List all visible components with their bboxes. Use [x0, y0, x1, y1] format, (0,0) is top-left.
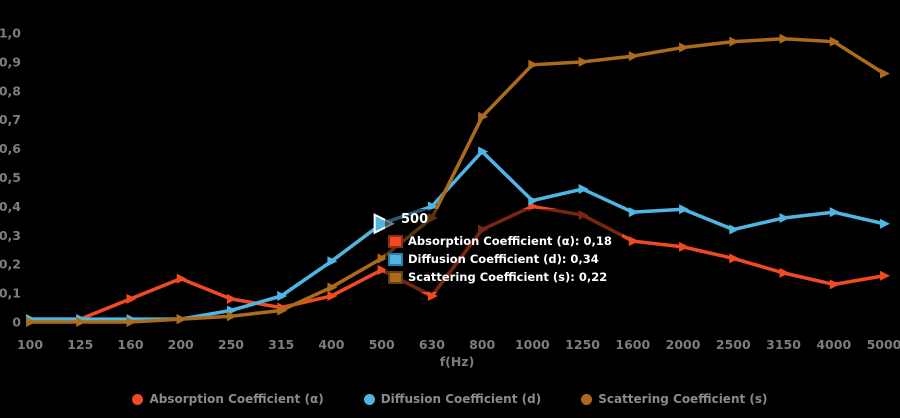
data-point-scattering-2000[interactable]: [679, 42, 690, 53]
data-point-scattering-200[interactable]: [176, 314, 187, 325]
legend-item-scattering[interactable]: Scattering Coefficient (s): [581, 392, 768, 406]
data-point-diffusion-3150[interactable]: [779, 212, 790, 223]
x-tick-label: 400: [318, 337, 344, 352]
data-point-absorption-4000[interactable]: [829, 279, 840, 290]
data-point-scattering-1000[interactable]: [528, 59, 539, 70]
y-tick-label: 0,2: [0, 257, 21, 272]
data-point-diffusion-800[interactable]: [478, 146, 489, 157]
data-point-absorption-400[interactable]: [327, 290, 338, 301]
data-point-diffusion-1000[interactable]: [528, 195, 539, 206]
x-tick-label: 5000: [867, 337, 900, 352]
x-tick-label: 2500: [716, 337, 751, 352]
data-point-diffusion-2000[interactable]: [679, 204, 690, 215]
y-tick-label: 0,6: [0, 141, 21, 156]
x-tick-label: 500: [369, 337, 395, 352]
data-point-scattering-400[interactable]: [327, 282, 338, 293]
y-tick-label: 0,8: [0, 83, 21, 98]
x-tick-label: 125: [67, 337, 93, 352]
data-point-scattering-250[interactable]: [226, 311, 237, 322]
data-point-absorption-1600[interactable]: [628, 236, 639, 247]
diffusion-dot-icon: [363, 393, 375, 405]
data-point-absorption-5000[interactable]: [879, 270, 890, 281]
x-tick-label: 2000: [666, 337, 701, 352]
legend: Absorption Coefficient (α) Diffusion Coe…: [0, 392, 900, 406]
data-point-scattering-1600[interactable]: [628, 51, 639, 62]
tooltip-row-diffusion: Diffusion Coefficient (d): 0,34: [388, 252, 612, 266]
data-point-absorption-3150[interactable]: [779, 267, 790, 278]
data-point-scattering-500[interactable]: [377, 253, 388, 264]
y-tick-label: 0,3: [0, 228, 21, 243]
tooltip-absorption-text: Absorption Coefficient (α): 0,18: [408, 234, 612, 248]
data-point-absorption-250[interactable]: [226, 293, 237, 304]
data-point-scattering-1250[interactable]: [578, 56, 589, 67]
legend-item-diffusion[interactable]: Diffusion Coefficient (d): [363, 392, 542, 406]
tooltip-row-scattering: Scattering Coefficient (s): 0,22: [388, 270, 612, 284]
legend-item-absorption[interactable]: Absorption Coefficient (α): [132, 392, 324, 406]
x-axis-title: f(Hz): [440, 354, 475, 369]
data-point-scattering-100[interactable]: [26, 317, 36, 327]
data-point-absorption-160[interactable]: [126, 293, 137, 304]
data-point-scattering-800[interactable]: [478, 111, 489, 122]
x-tick-label: 315: [268, 337, 294, 352]
data-point-scattering-3150[interactable]: [779, 33, 790, 44]
data-point-diffusion-1600[interactable]: [628, 207, 639, 218]
data-point-scattering-4000[interactable]: [829, 36, 840, 47]
x-tick-label: 100: [17, 337, 43, 352]
data-point-scattering-2500[interactable]: [729, 36, 740, 47]
x-tick-label: 4000: [816, 337, 851, 352]
data-point-absorption-500[interactable]: [377, 264, 388, 275]
data-point-diffusion-2500[interactable]: [729, 224, 740, 235]
y-tick-label: 0,7: [0, 112, 21, 127]
y-tick-label: 0,4: [0, 199, 21, 214]
data-point-absorption-2500[interactable]: [729, 253, 740, 264]
data-point-diffusion-5000[interactable]: [879, 218, 890, 229]
scattering-swatch-icon: [388, 270, 403, 284]
x-tick-label: 200: [168, 337, 194, 352]
tooltip-row-absorption: Absorption Coefficient (α): 0,18: [388, 234, 612, 248]
data-point-diffusion-1250[interactable]: [578, 184, 589, 195]
scattering-line: [30, 37, 885, 324]
y-tick-label: 0,5: [0, 170, 21, 185]
data-point-absorption-2000[interactable]: [679, 241, 690, 252]
data-point-scattering-125[interactable]: [76, 317, 87, 327]
tooltip-diffusion-text: Diffusion Coefficient (d): 0,34: [408, 252, 599, 266]
data-point-diffusion-4000[interactable]: [829, 207, 840, 218]
x-tick-label: 800: [469, 337, 495, 352]
y-tick-label: 1,0: [0, 26, 21, 41]
legend-label-absorption: Absorption Coefficient (α): [149, 392, 324, 406]
y-tick-label: 0: [12, 315, 21, 330]
x-tick-label: 250: [218, 337, 244, 352]
absorption-dot-icon: [132, 393, 144, 405]
data-point-absorption-630[interactable]: [427, 290, 438, 301]
data-point-scattering-160[interactable]: [126, 317, 137, 327]
y-tick-label: 0,9: [0, 54, 21, 69]
data-point-scattering-5000[interactable]: [879, 68, 890, 79]
data-point-diffusion-315[interactable]: [277, 290, 288, 301]
scattering-dot-icon: [581, 393, 593, 405]
tooltip-title: 500: [401, 212, 429, 227]
tooltip: 500 Absorption Coefficient (α): 0,18 Dif…: [385, 209, 622, 292]
data-point-diffusion-630[interactable]: [427, 201, 438, 212]
legend-label-scattering: Scattering Coefficient (s): [598, 392, 768, 406]
absorption-swatch-icon: [388, 234, 403, 248]
x-tick-label: 160: [117, 337, 143, 352]
x-tick-label: 1600: [615, 337, 650, 352]
diffusion-swatch-icon: [388, 252, 403, 266]
x-tick-label: 1000: [515, 337, 550, 352]
data-point-absorption-200[interactable]: [176, 273, 187, 284]
legend-label-diffusion: Diffusion Coefficient (d): [380, 392, 542, 406]
x-tick-label: 3150: [766, 337, 801, 352]
data-point-diffusion-400[interactable]: [327, 256, 338, 267]
tooltip-scattering-text: Scattering Coefficient (s): 0,22: [408, 270, 608, 284]
x-tick-label: 1250: [565, 337, 600, 352]
highlighted-data-point[interactable]: [373, 213, 395, 235]
x-tick-label: 630: [419, 337, 445, 352]
y-tick-label: 0,1: [0, 286, 21, 301]
data-point-scattering-315[interactable]: [277, 305, 288, 316]
